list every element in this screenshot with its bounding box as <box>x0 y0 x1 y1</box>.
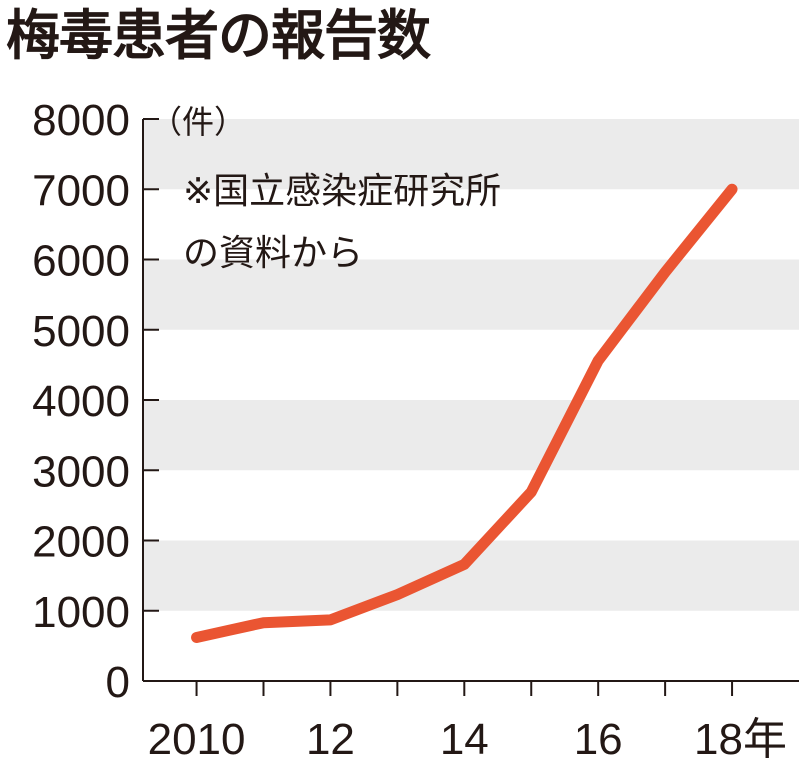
y-tick-label: 0 <box>106 658 130 707</box>
axes <box>142 118 799 696</box>
x-tick-labels: 2010 12 14 16 18年 <box>148 715 787 764</box>
grid-band <box>143 119 799 190</box>
y-tick-label: 3000 <box>32 447 130 496</box>
chart-title: 梅毒患者の報告数 <box>6 4 431 67</box>
series-layer <box>191 183 738 643</box>
source-note-line-2: の資料から <box>183 233 363 274</box>
y-tick-label: 2000 <box>32 518 130 567</box>
y-unit-label: （件） <box>150 103 246 141</box>
y-tick-label: 5000 <box>32 307 130 356</box>
y-tick-label: 7000 <box>32 166 130 215</box>
x-tick-label: 12 <box>306 715 355 764</box>
x-tick-label: 2010 <box>148 715 246 764</box>
y-tick-label: 8000 <box>32 96 130 145</box>
x-tick-label: 16 <box>574 715 623 764</box>
grid-band <box>143 400 799 471</box>
y-tick-label: 1000 <box>32 588 130 637</box>
y-tick-labels: 0 1000 2000 3000 4000 5000 6000 7000 8000 <box>32 96 130 707</box>
grid-bands <box>143 119 799 611</box>
y-tick-label: 6000 <box>32 237 130 286</box>
grid-band <box>143 259 799 330</box>
x-tick-label: 18年 <box>694 715 787 764</box>
x-tick-label: 14 <box>440 715 489 764</box>
y-tick-label: 4000 <box>32 377 130 426</box>
source-note-line-1: ※国立感染症研究所 <box>183 171 501 212</box>
